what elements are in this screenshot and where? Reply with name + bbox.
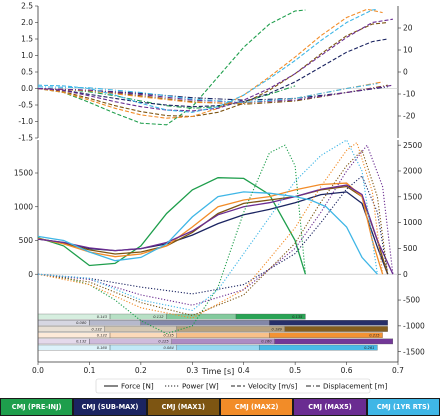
legend-label: Power [W] <box>182 382 219 391</box>
bottom-right-tick-label: 500 <box>403 244 418 253</box>
bottom-left-tick-label: 1000 <box>14 202 33 211</box>
bottom-force-line <box>37 177 307 275</box>
bottom-left-tick-label: 500 <box>19 236 34 245</box>
trial-key: CMJ (MAX2) <box>220 398 294 416</box>
phase-bar-label: 0.135 <box>164 334 175 338</box>
top-right-tick-label: 0 <box>403 68 408 77</box>
phase-bar-label: 0.189 <box>272 327 283 331</box>
top-left-tick-label: -1.5 <box>18 134 33 143</box>
chart-figure: 0.143 0.112 0.135 0.080 0.132 0.189 0.132 0.135… <box>14 2 425 394</box>
phase-bar-segment <box>171 338 275 345</box>
trial-key: CMJ (1YR RTS) <box>366 398 440 416</box>
phase-bar-label: 0.125 <box>158 340 169 344</box>
bottom-right-tick-label: 2000 <box>403 167 422 176</box>
top-velocity-line <box>37 21 388 118</box>
x-tick-label: 0.1 <box>83 366 95 375</box>
bottom-force-line <box>37 185 389 275</box>
bottom-right-tick-label: 2500 <box>403 141 422 150</box>
phase-bar-segment <box>176 344 260 351</box>
axis-ticks: 2.5 2.0 1.5 1.0 0.5 0.0 -0.5 -1.0 -1.5 20 10 0 -10 -2… <box>14 2 425 375</box>
x-tick-label: 0.6 <box>341 366 353 375</box>
legend-label: Velocity [m/s] <box>248 382 297 391</box>
top-velocity-line <box>37 38 388 108</box>
phase-bar-label: 0.112 <box>153 315 164 319</box>
phase-bar-segment <box>269 332 383 338</box>
top-displacement-line <box>37 83 378 103</box>
phase-bars: 0.143 0.112 0.135 0.080 0.132 0.189 0.132 0.135… <box>37 313 394 351</box>
phase-bar-segment <box>104 326 178 332</box>
top-left-tick-label: -1.0 <box>18 117 33 126</box>
top-velocity-line <box>37 18 393 112</box>
legend: Force [N] Power [W] Velocity [m/s] Displace… <box>95 378 388 394</box>
top-left-tick-label: -0.5 <box>18 101 33 110</box>
phase-bar-label: 0.261 <box>364 346 374 350</box>
bottom-right-tick-label: 1500 <box>403 192 422 201</box>
top-left-tick-label: 1.5 <box>21 35 33 44</box>
phase-bar-label: 0.215 <box>369 334 380 338</box>
top-velocity-line <box>37 8 383 119</box>
top-left-tick-label: 2.5 <box>21 2 33 11</box>
top-left-tick-label: 0.5 <box>21 68 33 77</box>
bottom-power-line <box>37 144 306 335</box>
top-right-tick-label: -20 <box>403 112 415 121</box>
phase-bar-label: 0.132 <box>97 334 108 338</box>
series-lines <box>37 8 394 335</box>
bottom-left-tick-label: 0 <box>28 270 33 279</box>
bottom-force-line <box>37 184 394 275</box>
x-tick-label: 0.2 <box>135 366 147 375</box>
bottom-right-tick-label: 1000 <box>403 218 422 227</box>
bottom-right-tick-label: -1000 <box>403 321 425 330</box>
bottom-right-tick-label: -500 <box>403 296 420 305</box>
top-right-tick-label: 20 <box>403 24 413 33</box>
phase-bar-label: 0.080 <box>76 321 87 325</box>
phase-bar-label: 0.135 <box>292 315 303 319</box>
phase-bar-segment <box>274 338 394 345</box>
phase-bar-segment <box>89 320 142 326</box>
bottom-force-line <box>37 182 384 275</box>
top-left-tick-label: 1.0 <box>21 51 33 60</box>
trial-key: CMJ (PRE-INJ) <box>0 398 74 416</box>
phase-bar-label: 0.132 <box>76 340 87 344</box>
trial-key: CMJ (MAX1) <box>146 398 220 416</box>
phase-bar-segment <box>284 326 388 332</box>
bottom-power-line <box>37 149 389 317</box>
phase-bar-segment <box>176 332 270 338</box>
x-tick-label: 0.0 <box>32 366 44 375</box>
bottom-power-line <box>37 141 384 319</box>
phase-bar-label: 0.143 <box>97 315 108 319</box>
top-velocity-line <box>37 9 306 126</box>
trial-key: CMJ (MAX5) <box>293 398 367 416</box>
x-tick-label: 0.5 <box>289 366 301 375</box>
bottom-force-line <box>37 191 389 275</box>
phase-bar-segment <box>235 313 306 320</box>
phase-bar-label: 0.160 <box>97 346 108 350</box>
axes-frames <box>37 6 399 363</box>
top-right-tick-label: 10 <box>403 46 413 55</box>
bottom-power-line <box>37 175 389 295</box>
phase-bar-label: 0.132 <box>92 327 103 331</box>
x-axis-label: Time [s] <box>201 367 235 376</box>
phase-bar-segment <box>269 320 388 326</box>
top-right-tick-label: -10 <box>403 90 415 99</box>
phase-bar-segment <box>258 344 378 351</box>
phase-bar-segment <box>140 320 270 326</box>
x-tick-label: 0.3 <box>186 366 198 375</box>
bottom-left-tick-label: 1500 <box>14 169 33 178</box>
phase-bar-segment <box>166 313 237 320</box>
legend-label: Displacement [m] <box>323 382 388 391</box>
x-tick-label: 0.4 <box>238 366 250 375</box>
bottom-right-tick-label: -1500 <box>403 347 425 356</box>
phase-bar-label: 0.160 <box>261 340 272 344</box>
x-tick-label: 0.7 <box>392 366 404 375</box>
bottom-force-line <box>37 191 378 275</box>
phase-bar-segment <box>176 326 286 332</box>
top-left-tick-label: 2.0 <box>21 18 33 27</box>
top-velocity-line <box>37 8 378 113</box>
bottom-power-line <box>37 144 394 306</box>
legend-label: Force [N] <box>121 382 154 391</box>
phase-bar-label: 0.084 <box>164 346 175 350</box>
bottom-right-tick-label: 0 <box>403 270 408 279</box>
top-left-tick-label: 0.0 <box>21 84 33 93</box>
trial-key: CMJ (SUB-MAX) <box>73 398 147 416</box>
